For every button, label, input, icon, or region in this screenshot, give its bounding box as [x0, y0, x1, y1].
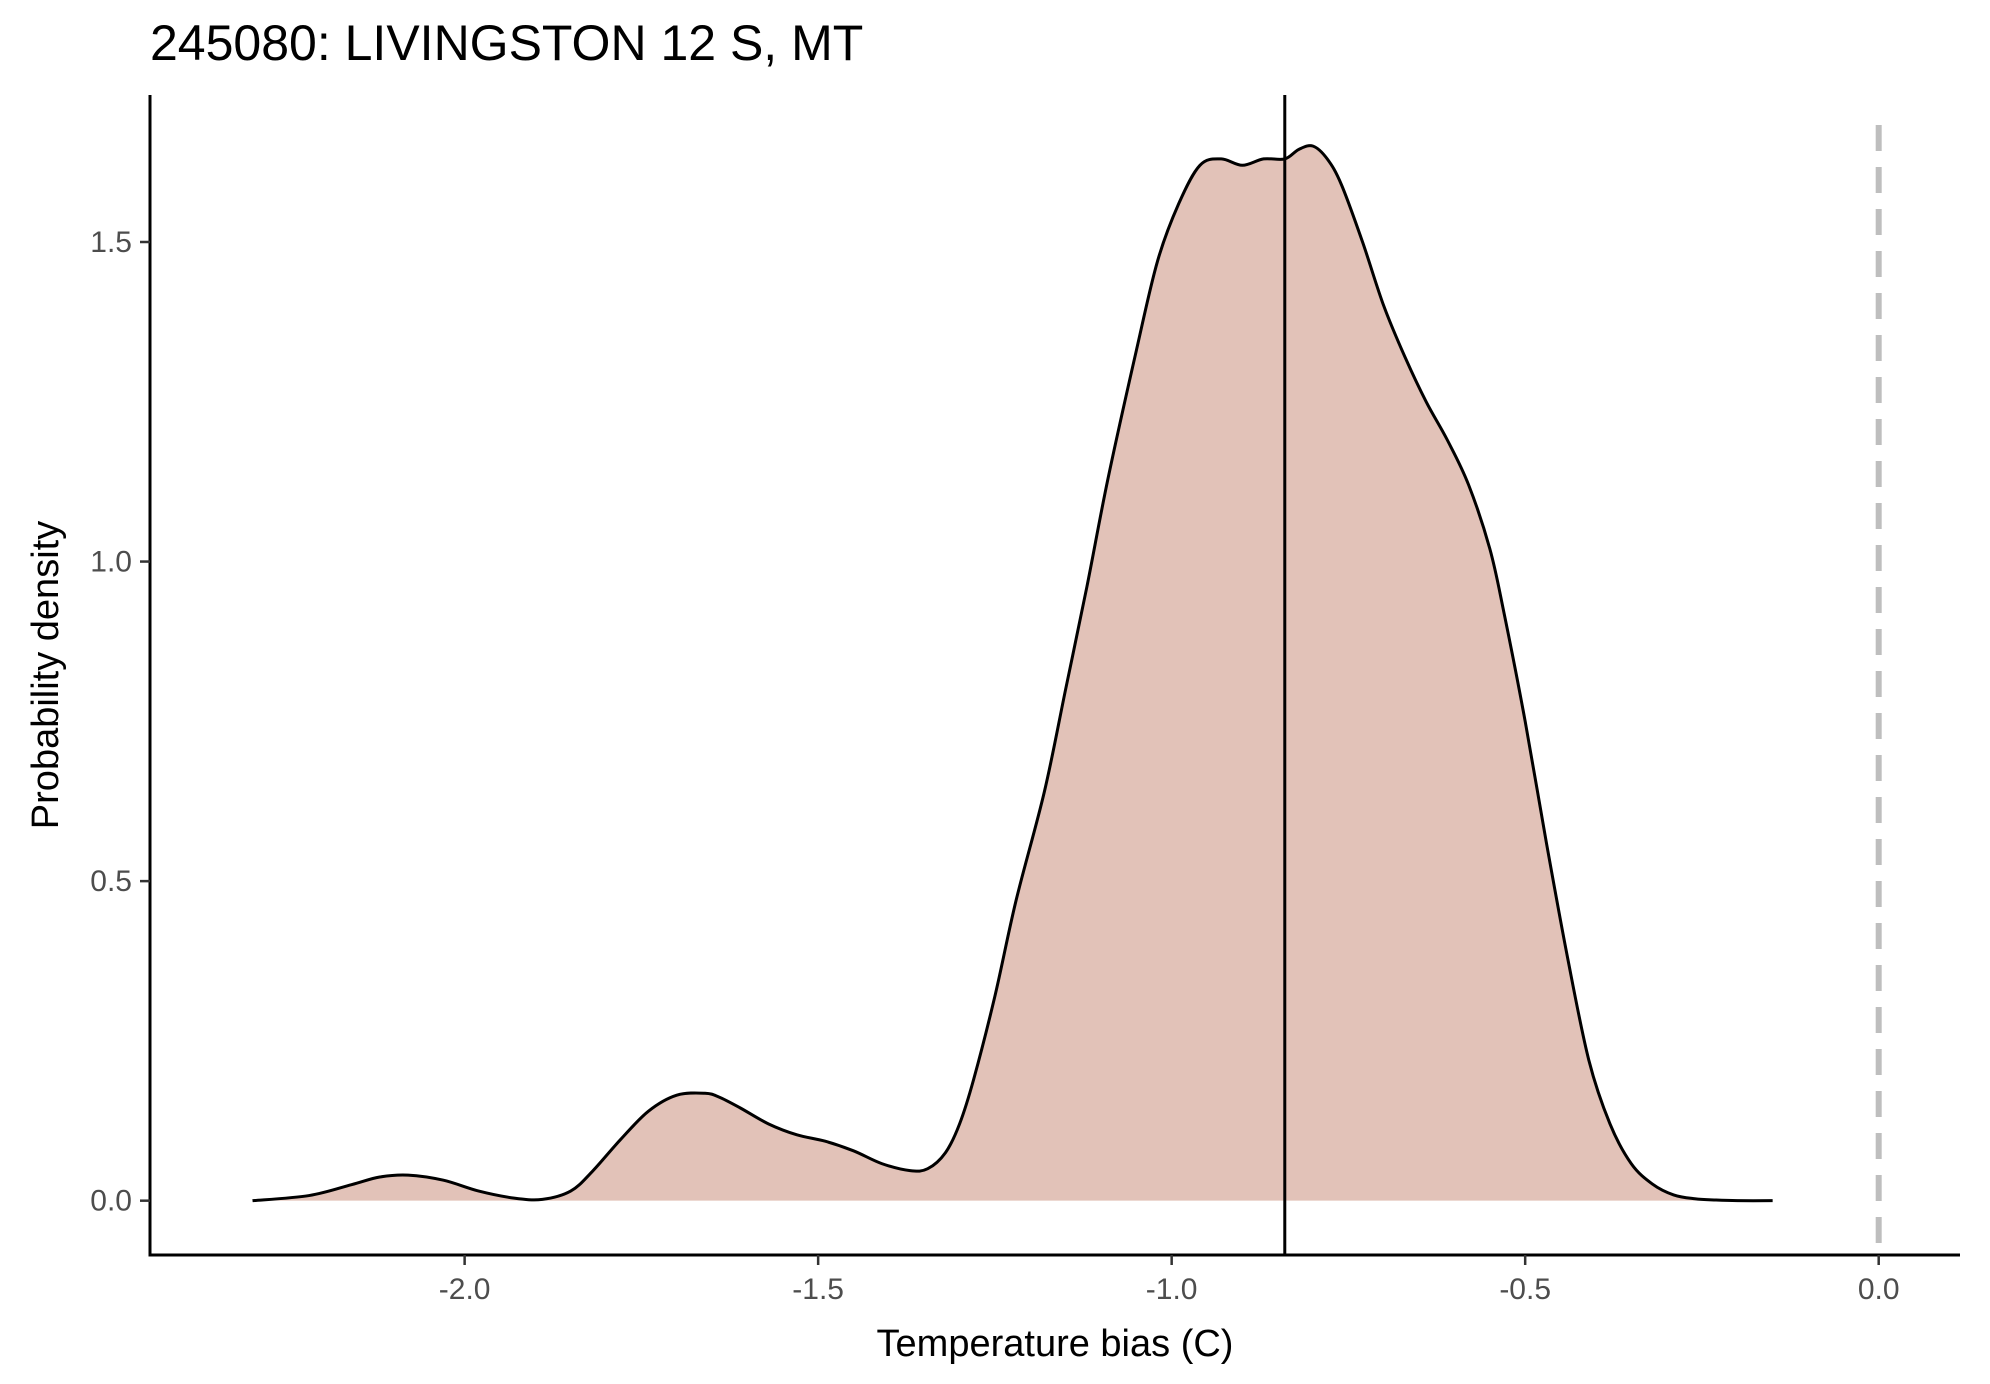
- x-axis-title: Temperature bias (C): [877, 1323, 1234, 1365]
- plot-area: [252, 95, 1882, 1255]
- x-tick-label: -0.5: [1499, 1273, 1551, 1306]
- y-tick-label: 0.5: [90, 865, 132, 898]
- density-area: [252, 145, 1773, 1201]
- y-tick-label: 1.5: [90, 226, 132, 259]
- y-tick-label: 1.0: [90, 546, 132, 579]
- ticks: -2.0 -1.5 -1.0 -0.5 0.0 0.0 0.5 1.0 1.5: [90, 226, 1899, 1306]
- x-tick-label: 0.0: [1858, 1273, 1900, 1306]
- y-tick-label: 0.0: [90, 1185, 132, 1218]
- x-tick-label: -1.0: [1146, 1273, 1198, 1306]
- chart-title: 245080: LIVINGSTON 12 S, MT: [150, 15, 864, 71]
- density-curve: [252, 144, 1773, 1203]
- y-axis-title: Probability density: [25, 521, 67, 829]
- x-tick-label: -2.0: [439, 1273, 491, 1306]
- axes: [148, 95, 1960, 1257]
- x-tick-label: -1.5: [792, 1273, 844, 1306]
